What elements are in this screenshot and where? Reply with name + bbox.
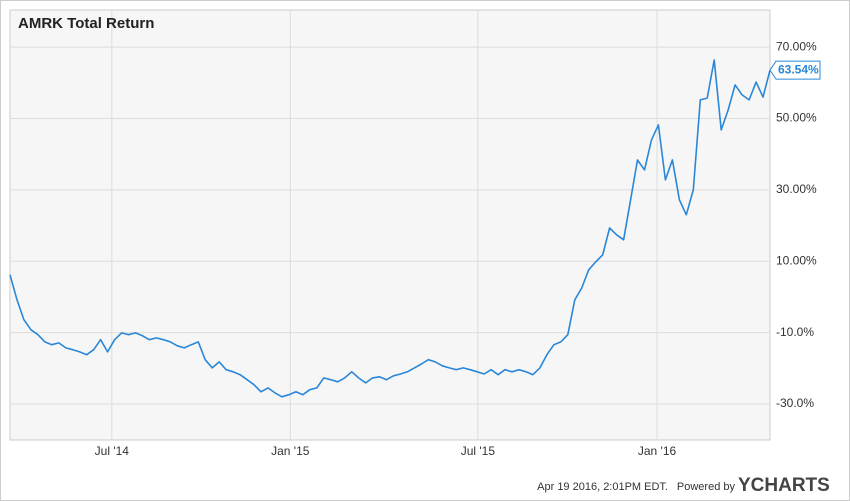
y-tick-label: 10.00% [776,253,817,267]
footer-timestamp: Apr 19 2016, 2:01PM EDT. [537,481,668,493]
plot-area [9,9,771,441]
y-tick-label: 30.00% [776,182,817,196]
y-tick-label: -10.0% [776,325,814,339]
footer-logo: YCHARTS [738,475,830,496]
value-label: 63.54% [778,62,819,76]
line [9,59,771,398]
footer-powered: Powered by [677,481,736,493]
chart-title: AMRK Total Return [18,15,154,32]
y-tick-label: -30.0% [776,396,814,410]
x-tick-label: Jan '16 [638,444,677,458]
x-tick-label: Jan '15 [271,444,310,458]
x-tick-label: Jul '15 [461,444,496,458]
y-tick-label: 70.00% [776,39,817,53]
x-tick-label: Jul '14 [95,444,130,458]
value-label-box [769,60,821,80]
grid [10,10,770,440]
y-tick-label: 50.00% [776,111,817,125]
